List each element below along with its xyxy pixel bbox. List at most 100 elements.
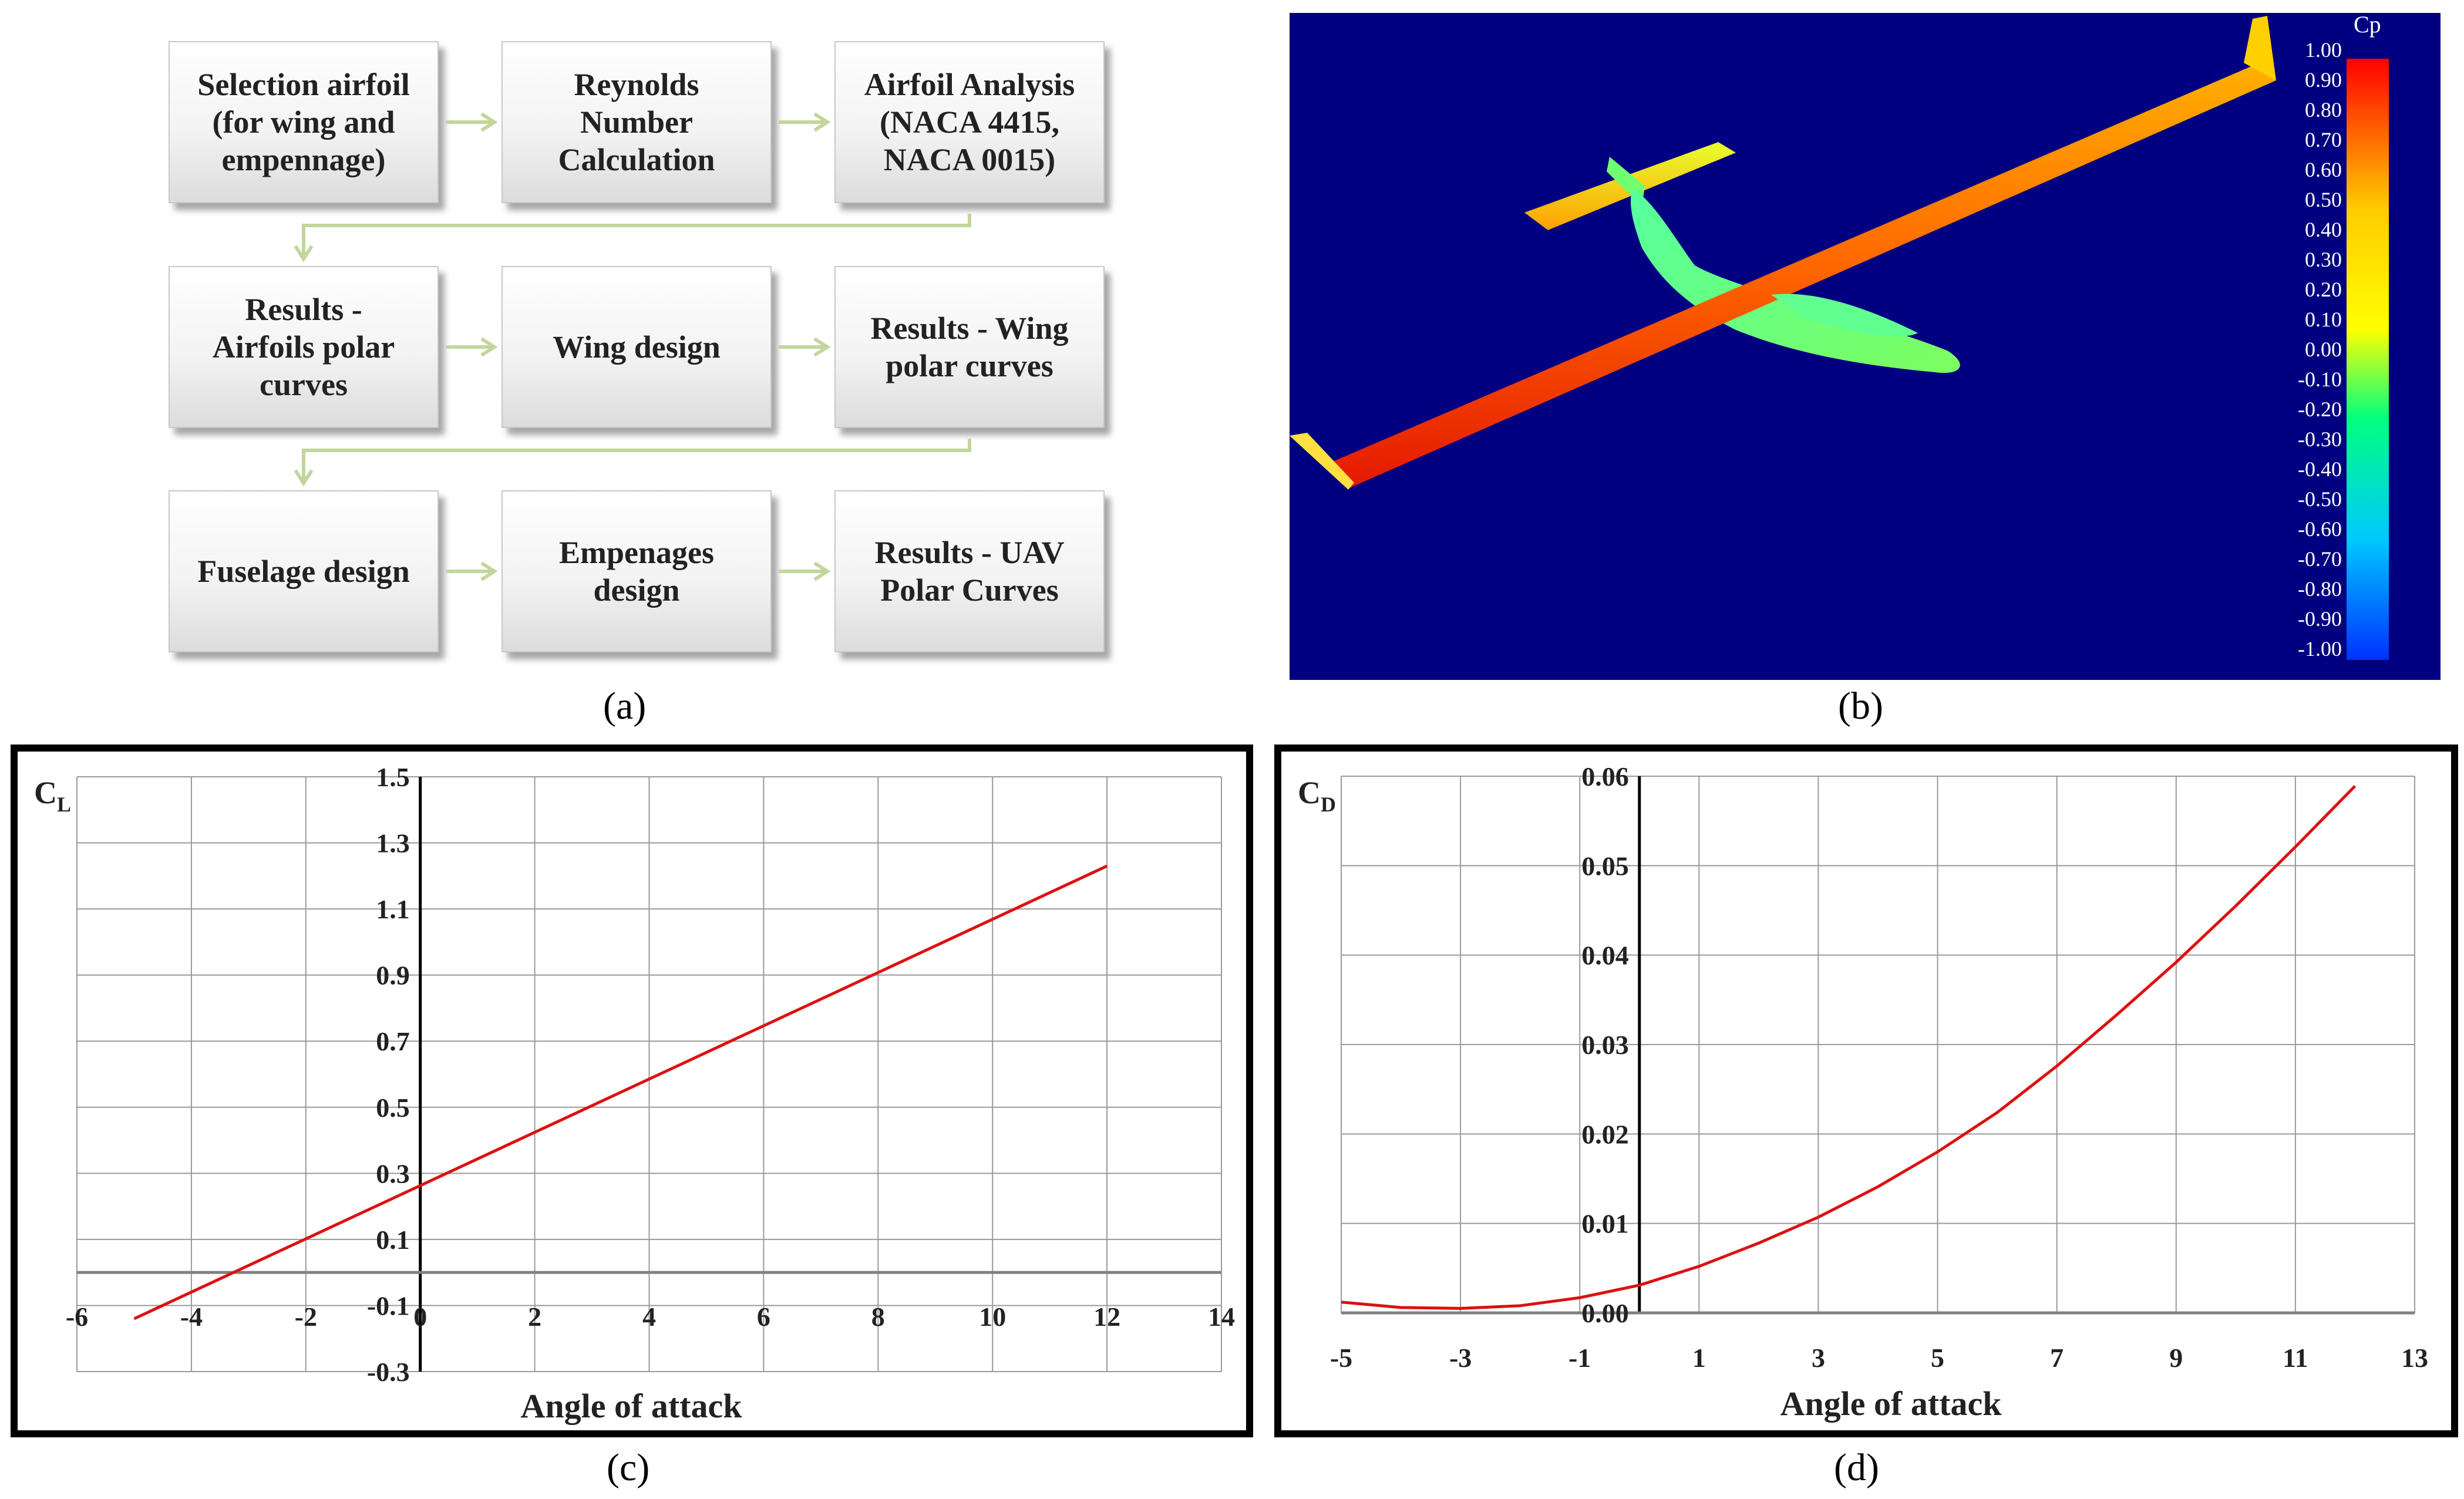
y-tick-label: 0.1 [376, 1225, 410, 1255]
x-tick-label: 14 [1208, 1302, 1235, 1332]
cp-legend-tick: -0.40 [2298, 457, 2342, 481]
series-line [133, 864, 1108, 1321]
fuselage-top [1771, 294, 1918, 336]
caption-d: (d) [1834, 1446, 1879, 1489]
flow-step-label: Fuselage design [197, 554, 410, 589]
y-tick-label: 0.01 [1581, 1209, 1629, 1239]
caption-c: (c) [607, 1446, 650, 1489]
flow-step-label: Reynolds Number Calculation [558, 67, 715, 177]
flow-step-2: Reynolds Number Calculation [501, 41, 772, 203]
cp-legend-tick: -0.70 [2298, 547, 2342, 571]
y-tick-label: -0.3 [367, 1357, 410, 1387]
y-tick-label: -0.1 [367, 1291, 410, 1321]
y-tick-label: 0.3 [376, 1158, 410, 1188]
cp-legend-tick: 0.60 [2305, 158, 2342, 181]
x-tick-label: 8 [871, 1302, 885, 1332]
y-tick-label: 1.3 [376, 828, 410, 858]
flow-arrow [779, 561, 831, 581]
flow-step-label: Results - Airfoils polar curves [212, 292, 395, 402]
flow-step-1: Selection airfoil (for wing and empennag… [169, 41, 439, 203]
x-tick-label: 6 [757, 1302, 770, 1332]
cp-legend-tick: 0.00 [2305, 338, 2342, 361]
x-tick-label: 9 [2169, 1343, 2183, 1373]
cd-chart-frame: 0.06 0.05 0.04 0.03 0.02 0.01 0.00 -5 -3 -1 1 3 5 7 9 1… [1274, 745, 2458, 1437]
x-tick-label: 11 [2283, 1343, 2308, 1373]
flow-arrow [446, 337, 498, 357]
uav-cp-render [1290, 16, 2389, 660]
x-tick-label: 10 [979, 1302, 1006, 1332]
y-tick-label: 0.03 [1581, 1030, 1629, 1060]
y-tick-label: 0.02 [1581, 1119, 1629, 1149]
x-tick-label: -1 [1568, 1343, 1591, 1373]
cp-legend-tick: 0.10 [2305, 308, 2342, 331]
cp-legend-tick: -0.10 [2298, 368, 2342, 391]
flow-connector [294, 214, 971, 262]
flow-step-3: Airfoil Analysis (NACA 4415, NACA 0015) [834, 41, 1105, 203]
x-tick-label: -2 [295, 1302, 317, 1332]
y-tick-label: 0.00 [1581, 1298, 1629, 1328]
cp-legend-tick: -0.80 [2298, 577, 2342, 601]
flow-step-label: Wing design [553, 329, 721, 365]
x-tick-label: -3 [1449, 1343, 1472, 1373]
flow-step-8: Empenages design [501, 490, 772, 652]
flow-arrow [446, 561, 498, 581]
cp-legend-tick: 0.50 [2305, 188, 2342, 211]
flow-arrow [779, 112, 831, 132]
right-winglet [2244, 16, 2276, 80]
y-tick-label: 0.5 [376, 1093, 410, 1123]
cd-chart: 0.060.050.040.030.020.010.00-5 -3 -1 1 3 5 7 9 1… [1298, 762, 2428, 1423]
x-axis-title: Angle of attack [1780, 1385, 2002, 1423]
left-winglet [1290, 433, 1354, 490]
x-tick-label: 13 [2401, 1343, 2428, 1373]
cp-legend-tick: 1.00 [2305, 38, 2342, 62]
x-tick-label: 12 [1093, 1302, 1120, 1332]
cp-legend-tick: 0.90 [2305, 68, 2342, 92]
flow-step-label: Airfoil Analysis (NACA 4415, NACA 0015) [864, 67, 1075, 177]
x-tick-label: 7 [2050, 1343, 2064, 1373]
flow-step-label: Selection airfoil (for wing and empennag… [197, 67, 410, 177]
x-tick-label: -6 [66, 1302, 88, 1332]
cp-legend-tick: 0.40 [2305, 218, 2342, 241]
main-wing [1325, 66, 2276, 489]
flow-step-5: Wing design [501, 266, 772, 428]
y-tick-label: 0.9 [376, 961, 410, 991]
flow-step-label: Empenages design [558, 535, 714, 608]
flow-step-7: Fuselage design [169, 490, 439, 652]
cp-legend-tick: -0.20 [2298, 398, 2342, 421]
caption-a: (a) [603, 685, 647, 727]
flow-arrow [779, 337, 831, 357]
cp-legend-tick: 0.70 [2305, 128, 2342, 151]
x-axis-title: Angle of attack [521, 1387, 743, 1425]
flow-step-label: Results - Wing polar curves [870, 311, 1069, 383]
x-tick-label: 3 [1812, 1343, 1825, 1373]
cp-legend-tick: -1.00 [2298, 637, 2342, 661]
cp-legend-tick: -0.50 [2298, 487, 2342, 511]
cp-legend-tick: 0.30 [2305, 248, 2342, 271]
flow-step-label: Results - UAV Polar Curves [874, 535, 1065, 608]
y-tick-label: 1.5 [376, 762, 410, 792]
cp-legend-tick: 0.20 [2305, 278, 2342, 301]
cl-chart-frame: 1.5 1.3 1.1 0.9 0.7 0.5 0.3 0.1 -0.1 -0.3 -6 -4 -2 0 2… [11, 745, 1253, 1437]
y-axis-title: CL [34, 775, 71, 816]
flow-step-4: Results - Airfoils polar curves [169, 266, 439, 428]
cp-render-panel: Cp 1.00 0.90 0.80 0.70 0.60 0.50 0.40 0.30 0.20 0.… [1290, 11, 2441, 680]
flow-connector [294, 439, 971, 487]
x-tick-label: 2 [528, 1302, 541, 1332]
flow-step-9: Results - UAV Polar Curves [834, 490, 1105, 652]
cp-legend-title: Cp [2354, 11, 2381, 38]
cl-chart: 1.5 1.3 1.1 0.9 0.7 0.5 0.3 0.1 -0.1 -0.3 -6 -4 -2 0 2… [34, 762, 1235, 1425]
y-tick-label: 0.05 [1581, 851, 1629, 881]
cp-legend-tick: -0.60 [2298, 517, 2342, 541]
caption-b: (b) [1838, 685, 1883, 727]
y-tick-label: 0.06 [1581, 762, 1629, 791]
x-tick-label: -4 [180, 1302, 203, 1332]
x-tick-label: 4 [642, 1302, 656, 1332]
series-line [1341, 785, 2357, 1310]
flow-step-6: Results - Wing polar curves [834, 266, 1105, 428]
x-tick-label: -5 [1330, 1343, 1352, 1373]
x-tick-label: 0 [413, 1302, 427, 1332]
x-tick-label: 5 [1931, 1343, 1944, 1373]
y-tick-label: 1.1 [376, 894, 410, 924]
y-axis-title: CD [1298, 775, 1336, 816]
cp-legend-tick: -0.30 [2298, 427, 2342, 451]
